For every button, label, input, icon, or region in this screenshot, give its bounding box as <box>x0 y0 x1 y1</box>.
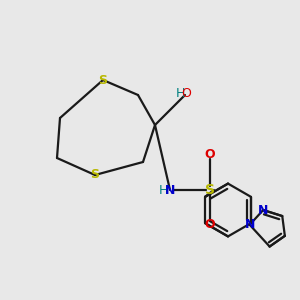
Text: S: S <box>91 169 100 182</box>
Text: N: N <box>165 184 175 196</box>
Text: O: O <box>205 148 215 161</box>
Text: N: N <box>244 218 255 231</box>
Text: N: N <box>258 203 268 217</box>
Text: O: O <box>182 87 191 100</box>
Text: S: S <box>205 183 215 197</box>
Text: H: H <box>159 184 168 196</box>
Text: O: O <box>205 218 215 232</box>
Text: H: H <box>176 87 185 100</box>
Text: S: S <box>98 74 107 86</box>
